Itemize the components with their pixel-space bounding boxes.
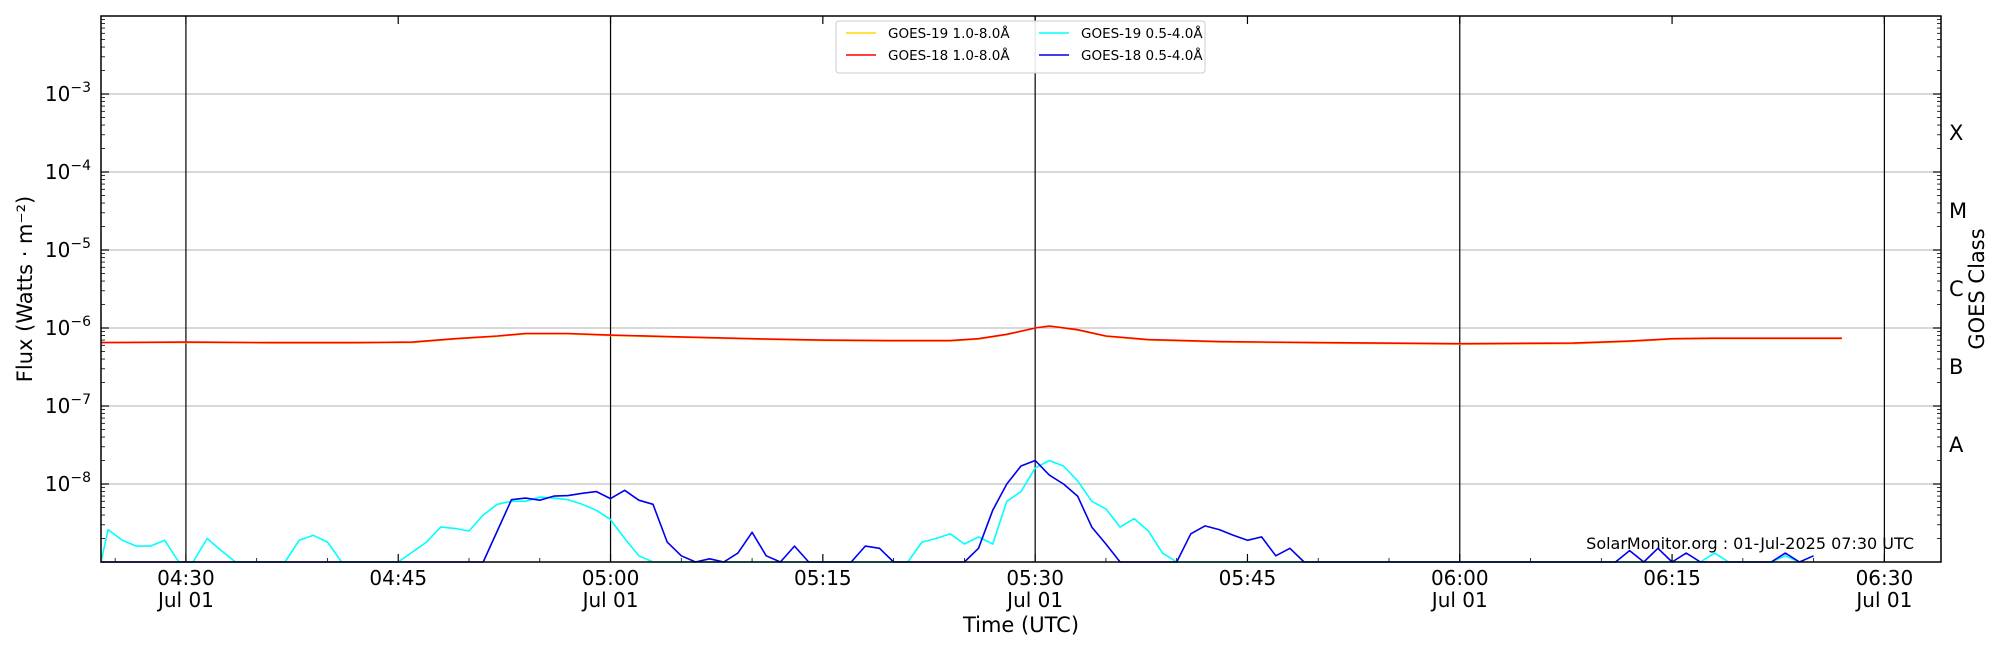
x-tick-sublabel: Jul 01 bbox=[156, 588, 214, 612]
x-tick-sublabel: Jul 01 bbox=[1430, 588, 1488, 612]
goes-class-B: B bbox=[1949, 355, 1963, 379]
legend-label-0: GOES-19 1.0-8.0Å bbox=[888, 25, 1010, 42]
goes-class-X: X bbox=[1949, 121, 1963, 145]
y2-axis-label: GOES Class bbox=[1965, 228, 1989, 349]
x-axis-label: Time (UTC) bbox=[962, 613, 1079, 637]
flux-series bbox=[100, 325, 1842, 563]
x-tick-sublabel: Jul 01 bbox=[1854, 588, 1912, 612]
x-tick-label: 04:45 bbox=[369, 566, 427, 590]
x-tick-label: 05:30 bbox=[1006, 566, 1064, 590]
y-tick-label: 10−7 bbox=[45, 392, 91, 418]
goes-class-M: M bbox=[1949, 199, 1967, 223]
y-tick-label: 10−8 bbox=[45, 470, 91, 496]
legend-label-2: GOES-19 0.5-4.0Å bbox=[1081, 25, 1203, 42]
y-axis-ticks: 10−8 10−7 10−6 10−5 10−4 10−3 bbox=[45, 19, 1941, 539]
series-line-0 bbox=[101, 325, 1842, 346]
grid-lines bbox=[101, 93, 1941, 485]
x-tick-label: 06:15 bbox=[1643, 566, 1701, 590]
x-tick-label: 05:45 bbox=[1219, 566, 1277, 590]
plot-frame bbox=[100, 15, 1942, 563]
goes-class-A: A bbox=[1949, 433, 1964, 457]
y-tick-label: 10−3 bbox=[45, 80, 91, 106]
x-tick-sublabel: Jul 01 bbox=[581, 588, 639, 612]
series-line-1 bbox=[100, 325, 1842, 345]
series-line-3 bbox=[101, 459, 1814, 563]
goes-class-C: C bbox=[1949, 277, 1964, 301]
x-tick-sublabel: Jul 01 bbox=[1005, 588, 1063, 612]
series-line-2 bbox=[100, 459, 1800, 563]
x-tick-label: 06:00 bbox=[1431, 566, 1489, 590]
legend-box bbox=[835, 20, 1206, 74]
y-tick-label: 10−5 bbox=[45, 236, 91, 262]
legend: GOES-19 1.0-8.0Å GOES-18 1.0-8.0Å GOES-19 … bbox=[835, 20, 1206, 74]
legend-label-1: GOES-18 1.0-8.0Å bbox=[888, 47, 1010, 64]
x-tick-label: 05:15 bbox=[794, 566, 852, 590]
legend-label-3: GOES-18 0.5-4.0Å bbox=[1081, 47, 1203, 64]
x-tick-label: 04:30 bbox=[157, 566, 215, 590]
x-tick-label: 06:30 bbox=[1856, 566, 1914, 590]
day-vertical-lines bbox=[185, 16, 1885, 562]
goes-class-labels: A B C M X bbox=[1949, 121, 1967, 457]
watermark: SolarMonitor.org : 01-Jul-2025 07:30 UTC bbox=[1586, 534, 1914, 553]
y-tick-label: 10−6 bbox=[45, 314, 91, 340]
y-tick-label: 10−4 bbox=[45, 158, 91, 184]
x-tick-label: 05:00 bbox=[582, 566, 640, 590]
y-axis-label: Flux (Watts · m⁻²) bbox=[13, 196, 37, 382]
